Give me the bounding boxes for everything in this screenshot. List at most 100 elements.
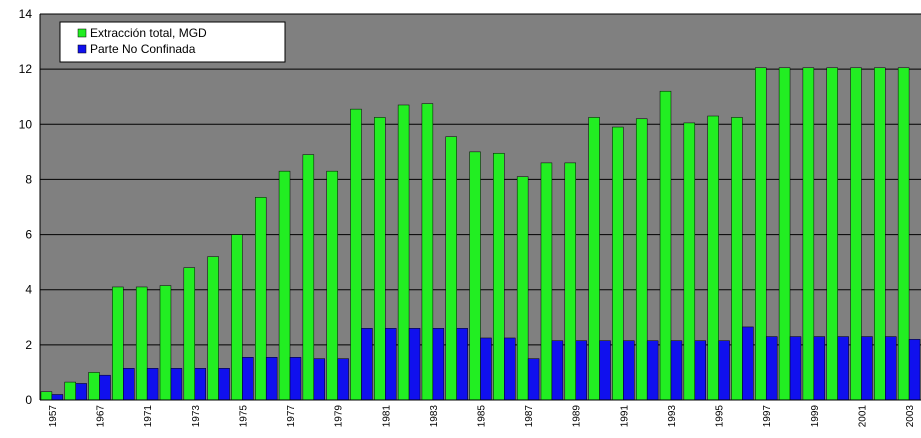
bar — [504, 337, 516, 401]
y-tick-label: 6 — [25, 228, 32, 242]
bar — [850, 67, 862, 401]
bar — [826, 67, 838, 401]
bar — [350, 108, 362, 401]
bar — [99, 374, 111, 401]
bar — [694, 340, 707, 401]
x-tick-label: 1997 — [762, 405, 773, 428]
x-tick-label: 1993 — [667, 405, 678, 428]
x-tick-label: 1991 — [619, 405, 630, 428]
bar — [218, 368, 230, 401]
x-tick-label: 1975 — [238, 405, 249, 428]
bar — [112, 286, 124, 401]
bar — [135, 286, 148, 401]
bar — [646, 340, 659, 401]
bar — [123, 368, 135, 401]
legend-label: Extracción total, MGD — [90, 26, 207, 40]
y-tick-label: 10 — [19, 117, 33, 131]
bar — [897, 67, 910, 401]
x-tick-label: 1973 — [191, 405, 202, 428]
y-tick-label: 8 — [25, 172, 32, 186]
x-tick-label: 1995 — [715, 405, 726, 428]
x-tick-label: 1983 — [429, 405, 440, 428]
y-tick-label: 12 — [19, 62, 33, 76]
x-tick-label: 1957 — [48, 405, 59, 428]
x-tick-label: 1987 — [524, 405, 535, 428]
bar — [207, 256, 219, 401]
x-tick-label: 1989 — [572, 405, 583, 428]
x-tick-label: 1985 — [477, 405, 488, 428]
bar — [397, 104, 410, 401]
bar — [755, 67, 767, 401]
bar — [802, 67, 815, 401]
bar — [432, 328, 445, 401]
bar — [337, 358, 349, 401]
bar — [670, 340, 683, 401]
y-tick-label: 0 — [25, 393, 32, 407]
x-tick-label: 1979 — [334, 405, 345, 428]
bar — [278, 170, 291, 401]
bar — [313, 358, 326, 401]
bar — [527, 358, 540, 401]
bar — [635, 118, 648, 401]
legend-swatch — [77, 28, 87, 38]
bar — [289, 357, 302, 401]
bar — [659, 90, 672, 401]
bar — [421, 103, 434, 401]
bar — [516, 176, 529, 401]
bar — [265, 357, 278, 401]
bar — [885, 336, 897, 401]
legend-label: Parte No Confinada — [90, 42, 196, 56]
bar — [599, 340, 611, 401]
y-tick-label: 2 — [25, 338, 32, 352]
bar — [302, 154, 315, 401]
bar — [778, 67, 791, 401]
y-tick-label: 4 — [25, 283, 32, 297]
bar — [385, 328, 397, 401]
bar — [683, 122, 696, 401]
bar — [789, 336, 802, 401]
bar — [40, 391, 53, 401]
x-tick-label: 2001 — [857, 405, 868, 428]
bar — [64, 381, 76, 401]
bar — [88, 372, 100, 401]
bar — [456, 328, 468, 401]
bar — [540, 162, 553, 401]
bar — [588, 117, 600, 401]
x-tick-label: 1971 — [143, 405, 154, 428]
bar — [408, 328, 421, 401]
bar — [75, 383, 87, 401]
x-tick-label: 1999 — [810, 405, 821, 428]
legend-swatch — [77, 44, 87, 54]
x-tick-label: 1981 — [381, 405, 392, 428]
bar — [480, 337, 492, 401]
bar — [742, 326, 754, 401]
y-tick-label: 14 — [19, 7, 33, 21]
bar — [861, 336, 873, 401]
bar — [159, 285, 172, 401]
bar — [837, 336, 849, 401]
bar — [326, 170, 338, 401]
bar — [469, 151, 481, 401]
bar — [51, 394, 64, 401]
bar — [183, 267, 196, 401]
bar — [623, 340, 635, 401]
bar — [874, 67, 886, 401]
bar — [813, 336, 826, 401]
bar — [493, 152, 505, 401]
legend-box — [59, 21, 286, 63]
bar — [612, 126, 624, 401]
x-tick-label: 2003 — [905, 405, 916, 428]
bar — [718, 340, 730, 401]
bar — [242, 357, 254, 401]
bar — [731, 117, 743, 401]
bar — [765, 336, 778, 401]
bar — [564, 162, 576, 401]
bar — [170, 368, 183, 401]
bar — [194, 368, 206, 401]
x-tick-label: 1977 — [286, 405, 297, 428]
bar — [575, 340, 587, 401]
bar — [254, 197, 267, 401]
bar — [231, 234, 243, 401]
bar — [445, 136, 457, 401]
